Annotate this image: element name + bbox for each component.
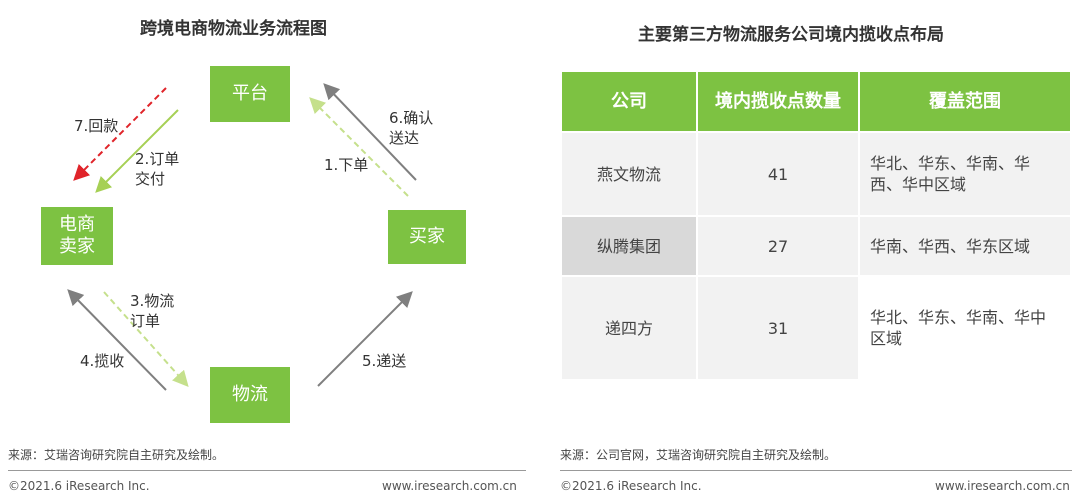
cell-count: 27 (698, 217, 858, 275)
cell-company: 燕文物流 (562, 133, 696, 215)
diagram-title: 跨境电商物流业务流程图 (140, 19, 327, 39)
node-platform: 平台 (210, 66, 290, 122)
left-source-note: 来源：艾瑞咨询研究院自主研究及绘制。 (8, 448, 225, 462)
logistics-company-table: 公司 境内揽收点数量 覆盖范围 燕文物流 41 华北、华东、华南、华西、华中区域… (560, 70, 1072, 381)
edge-label-2-line2: 交付 (135, 170, 166, 188)
edge-label-2-line1: 2.订单 (135, 150, 180, 168)
right-copyright: ©2021.6 iResearch Inc. (560, 479, 702, 493)
left-website: www.iresearch.com.cn (382, 479, 517, 493)
left-copyright: ©2021.6 iResearch Inc. (8, 479, 150, 493)
node-seller-label-1: 电商 (59, 214, 95, 235)
arrow-7-payment (73, 87, 167, 181)
cell-company: 递四方 (562, 277, 696, 379)
header-company: 公司 (562, 72, 696, 131)
edge-label-6-line2: 送达 (389, 129, 420, 147)
node-logistics-label: 物流 (232, 384, 268, 405)
header-pickup-count: 境内揽收点数量 (698, 72, 858, 131)
node-platform-label: 平台 (232, 83, 268, 104)
cell-count: 41 (698, 133, 858, 215)
edge-label-3-line2: 订单 (130, 312, 161, 330)
left-footer-rule (8, 470, 526, 471)
right-source-note: 来源：公司官网，艾瑞咨询研究院自主研究及绘制。 (560, 448, 837, 462)
arrow-6-confirm-delivery (323, 83, 417, 181)
edge-label-4: 4.揽收 (80, 352, 125, 370)
cell-company: 纵腾集团 (562, 217, 696, 275)
table-row: 纵腾集团 27 华南、华西、华东区域 (562, 217, 1070, 275)
cell-coverage: 华北、华东、华南、华中区域 (860, 277, 1070, 379)
header-coverage: 覆盖范围 (860, 72, 1070, 131)
flow-arrows (67, 83, 417, 391)
edge-label-1: 1.下单 (324, 156, 369, 174)
right-footer-rule (560, 470, 1072, 471)
node-logistics: 物流 (210, 367, 290, 423)
node-buyer-label: 买家 (409, 226, 445, 247)
table-row: 递四方 31 华北、华东、华南、华中区域 (562, 277, 1070, 379)
cell-count: 31 (698, 277, 858, 379)
node-seller: 电商 卖家 (41, 207, 113, 265)
table-header-row: 公司 境内揽收点数量 覆盖范围 (562, 72, 1070, 131)
edge-label-6-line1: 6.确认 (389, 109, 434, 127)
arrow-2-order-delivery (95, 109, 179, 193)
arrow-4-pickup (67, 289, 167, 391)
edge-label-7: 7.回款 (74, 117, 119, 135)
edge-label-5: 5.递送 (362, 352, 407, 370)
table-title: 主要第三方物流服务公司境内揽收点布局 (638, 25, 944, 45)
cell-coverage: 华北、华东、华南、华西、华中区域 (860, 133, 1070, 215)
right-website: www.iresearch.com.cn (935, 479, 1070, 493)
node-buyer: 买家 (388, 210, 466, 264)
table-row: 燕文物流 41 华北、华东、华南、华西、华中区域 (562, 133, 1070, 215)
edge-label-3-line1: 3.物流 (130, 292, 175, 310)
arrow-5-deliver (317, 291, 413, 387)
node-seller-label-2: 卖家 (59, 236, 95, 257)
arrow-3-logistics-order (103, 291, 189, 387)
cell-coverage: 华南、华西、华东区域 (860, 217, 1070, 275)
arrow-1-place-order (309, 97, 409, 197)
